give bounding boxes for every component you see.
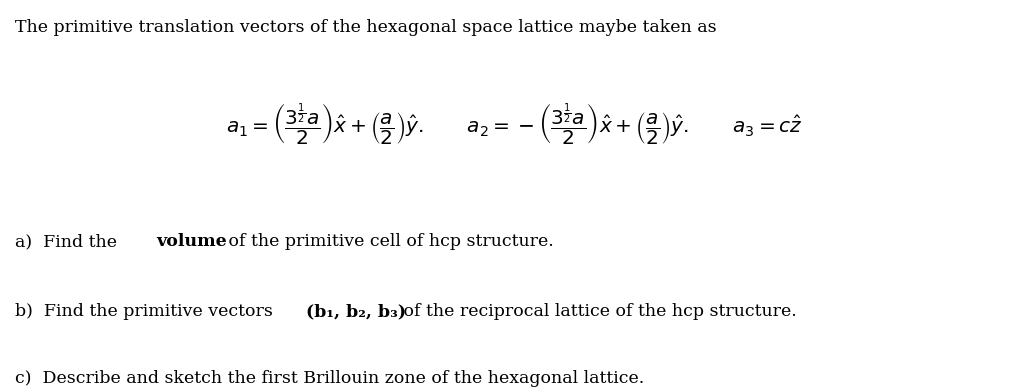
- Text: c)  Describe and sketch the first Brillouin zone of the hexagonal lattice.: c) Describe and sketch the first Brillou…: [15, 370, 645, 387]
- Text: a)  Find the: a) Find the: [15, 233, 122, 251]
- Text: of the reciprocal lattice of the hcp structure.: of the reciprocal lattice of the hcp str…: [398, 303, 797, 321]
- Text: $a_1 = \left(\dfrac{3^{\frac{1}{2}}a}{2}\right)\hat{x} + \left(\dfrac{a}{2}\righ: $a_1 = \left(\dfrac{3^{\frac{1}{2}}a}{2}…: [226, 101, 803, 148]
- Text: of the primitive cell of hcp structure.: of the primitive cell of hcp structure.: [223, 233, 554, 251]
- Text: b)  Find the primitive vectors: b) Find the primitive vectors: [15, 303, 279, 321]
- Text: The primitive translation vectors of the hexagonal space lattice maybe taken as: The primitive translation vectors of the…: [15, 19, 717, 37]
- Text: (b₁, b₂, b₃): (b₁, b₂, b₃): [306, 303, 405, 321]
- Text: volume: volume: [156, 233, 227, 251]
